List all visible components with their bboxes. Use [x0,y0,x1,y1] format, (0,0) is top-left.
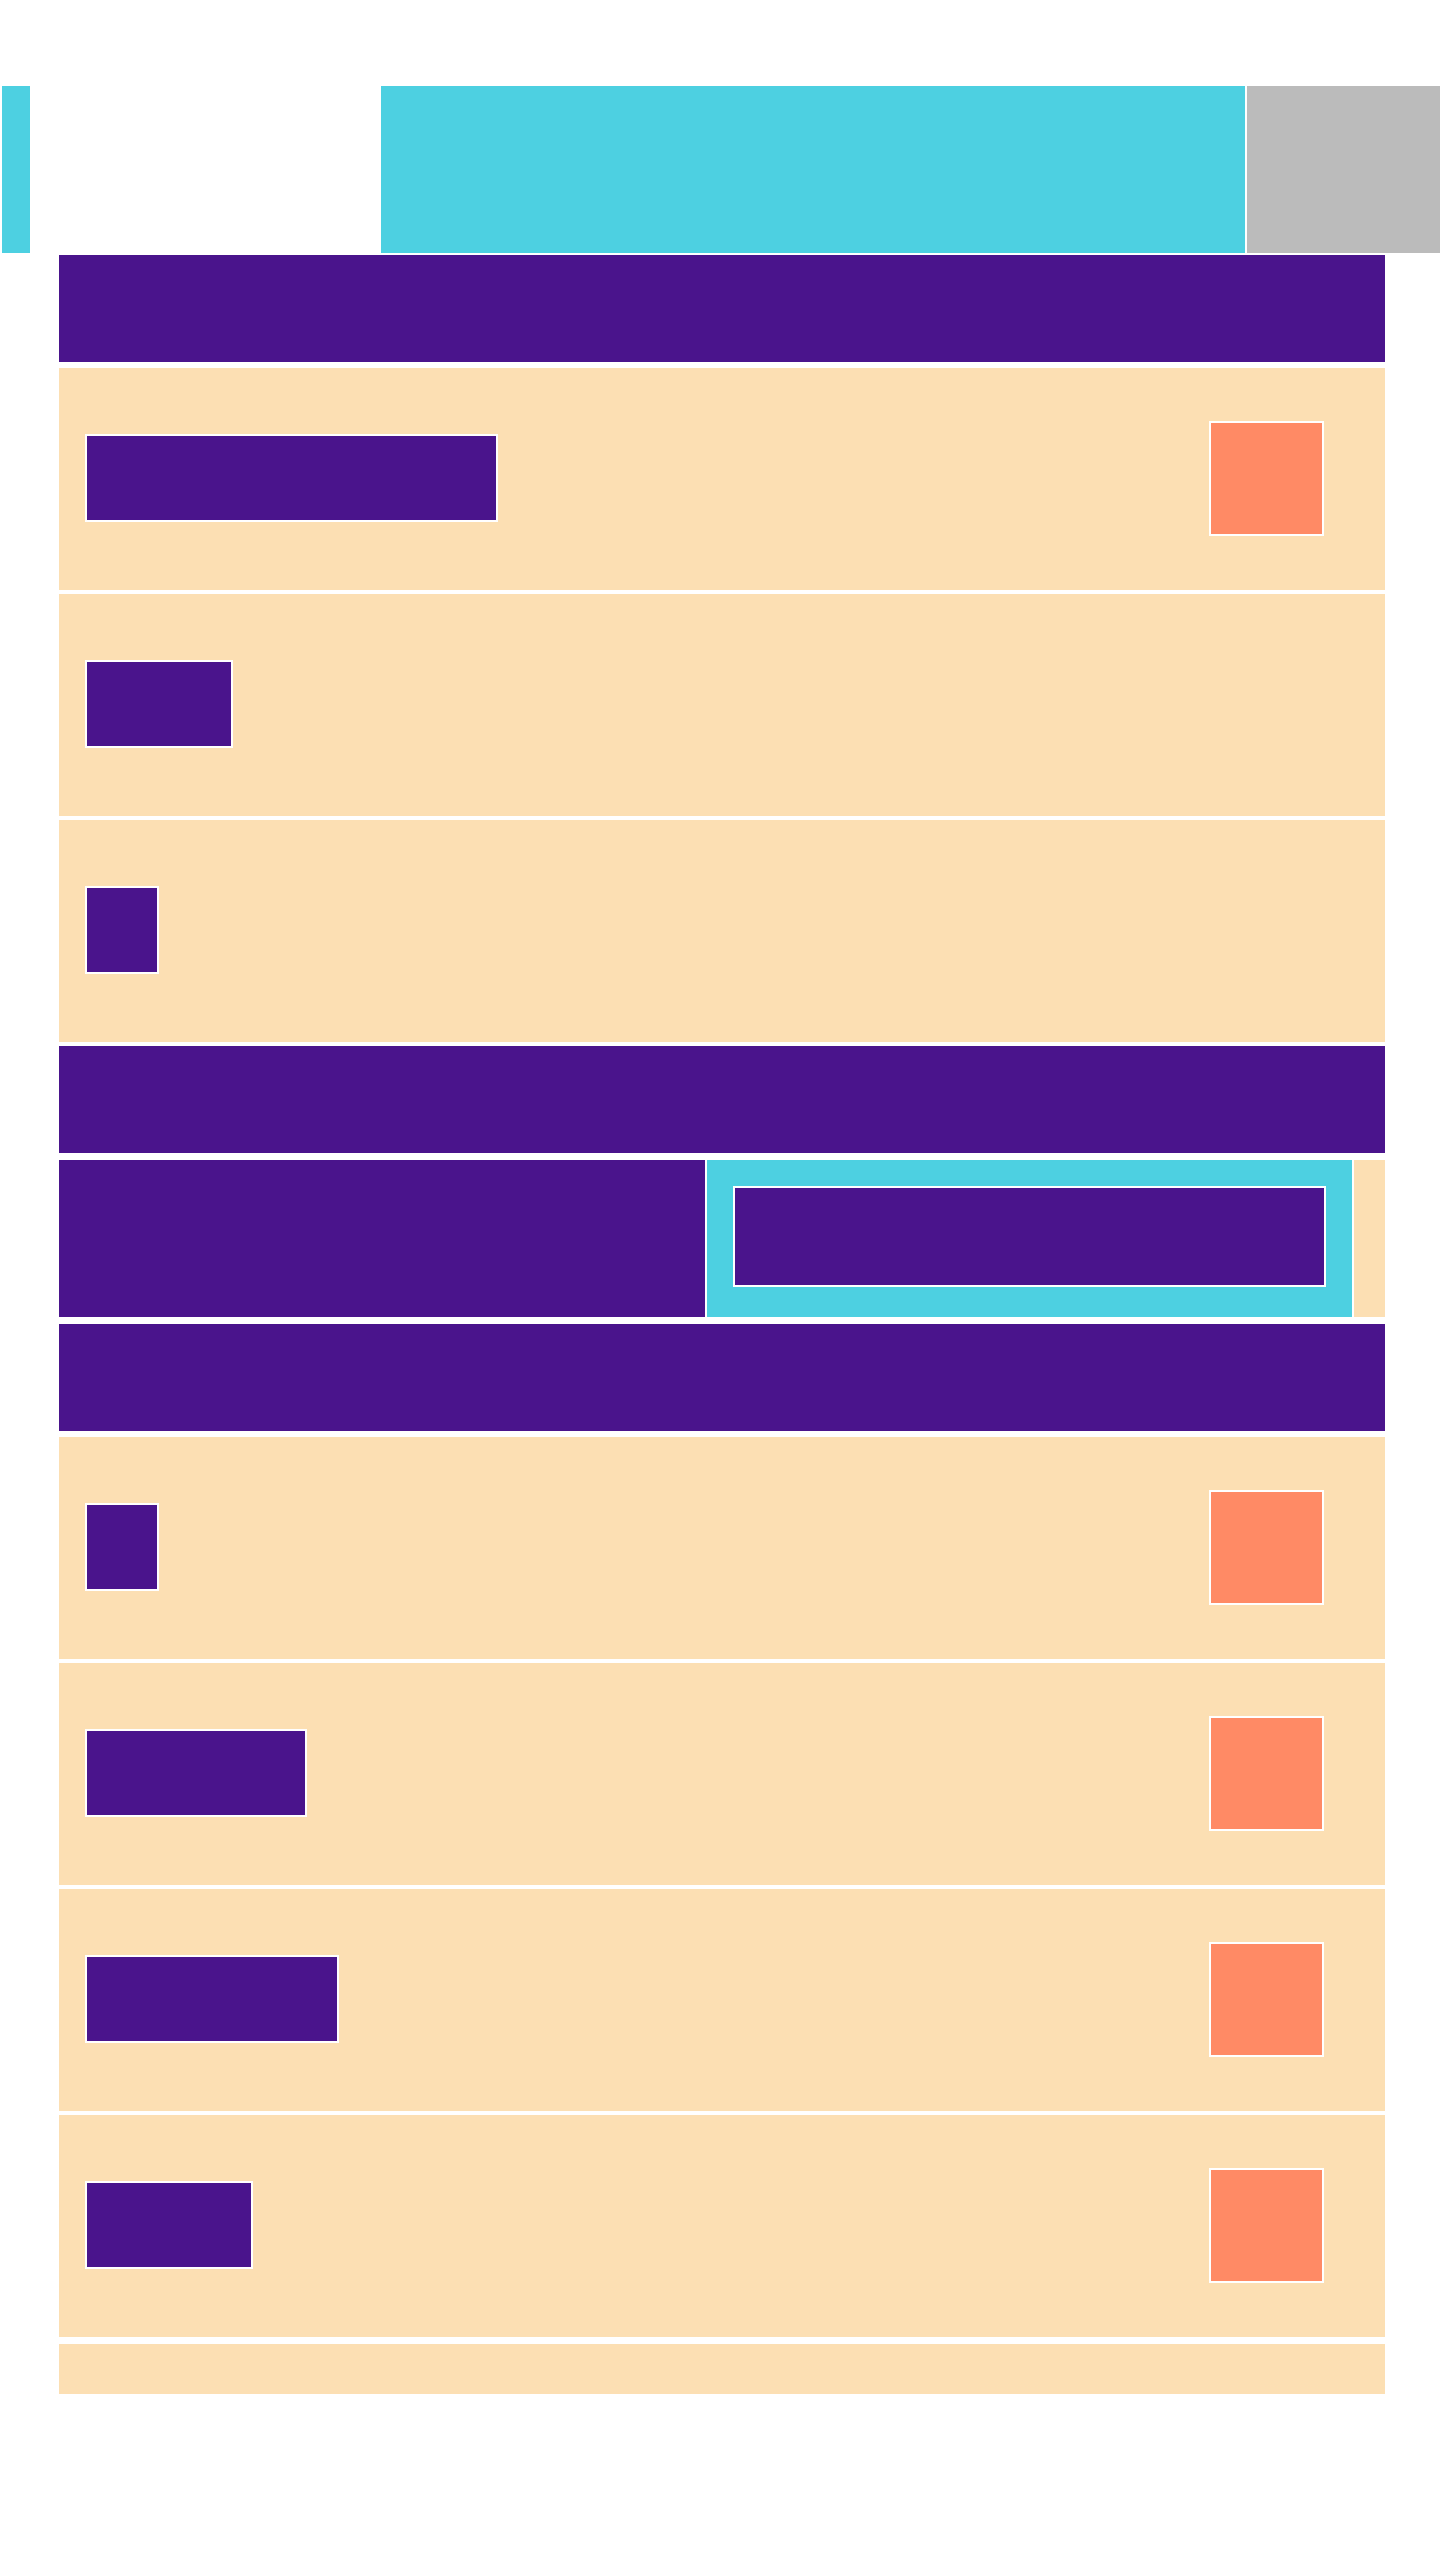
list-item-action-button[interactable] [1209,421,1324,536]
list-item[interactable] [57,1435,1387,1661]
list-item[interactable] [57,1887,1387,2113]
list-item[interactable] [57,1661,1387,1887]
list-item-action-button[interactable] [1209,1942,1324,2057]
list-item-label [85,434,498,522]
list-item[interactable] [57,2113,1387,2339]
list-item[interactable] [57,592,1387,818]
drawer-handle[interactable] [2,86,30,253]
list-item-action-button[interactable] [1209,1716,1324,1831]
list-item[interactable] [57,818,1387,1044]
top-bar-menu-button[interactable] [1245,86,1440,253]
input-focus-frame [705,1160,1354,1317]
list-item-label [85,2181,253,2269]
list-item-label [85,1729,307,1817]
top-bar-spacer [30,86,381,253]
list-item-label [85,660,233,748]
section-header-3 [57,1322,1387,1433]
form-row-label-area [59,1160,705,1317]
list-item-action-button[interactable] [1209,1490,1324,1605]
top-bar-title-area [381,86,1245,253]
text-input[interactable] [733,1186,1326,1287]
section-header-1 [57,253,1387,364]
list-item[interactable] [57,366,1387,592]
list-item-label [85,1955,339,2043]
list-item-label [85,1503,159,1591]
section-header-2 [57,1044,1387,1155]
list-item-partial[interactable] [57,2342,1387,2394]
list-item-action-button[interactable] [1209,2168,1324,2283]
list-item-label [85,886,159,974]
form-row [57,1158,1387,1319]
